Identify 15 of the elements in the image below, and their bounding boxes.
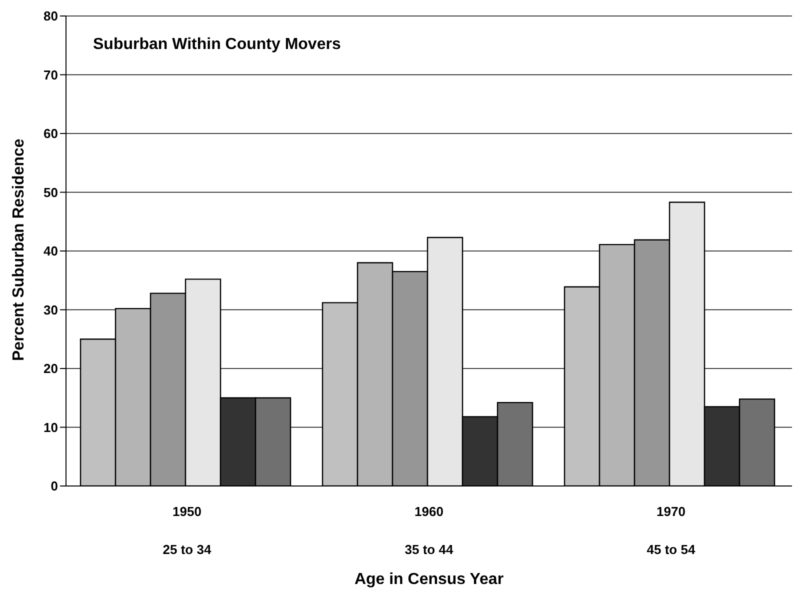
y-tick-label: 20: [44, 361, 58, 376]
category-label: 1970 45 to 54: [646, 504, 696, 557]
y-axis-title: Percent Suburban Residence: [10, 138, 28, 361]
y-tick-label: 60: [44, 126, 58, 142]
y-tick-label: 0: [50, 478, 58, 494]
y-tick-label: 10: [44, 420, 58, 435]
y-tick-label: 50: [44, 184, 58, 200]
y-tick-label: 30: [44, 302, 58, 318]
category-label: 1960 35 to 44: [404, 504, 454, 557]
y-tick-label: 70: [44, 67, 58, 82]
y-tick-label: 40: [44, 244, 58, 259]
y-tick-label: 80: [44, 8, 58, 24]
x-axis-title: Age in Census Year: [354, 571, 504, 588]
category-label: 1950 25 to 34: [162, 504, 212, 557]
text: Suburban Within County Movers: [93, 36, 341, 54]
